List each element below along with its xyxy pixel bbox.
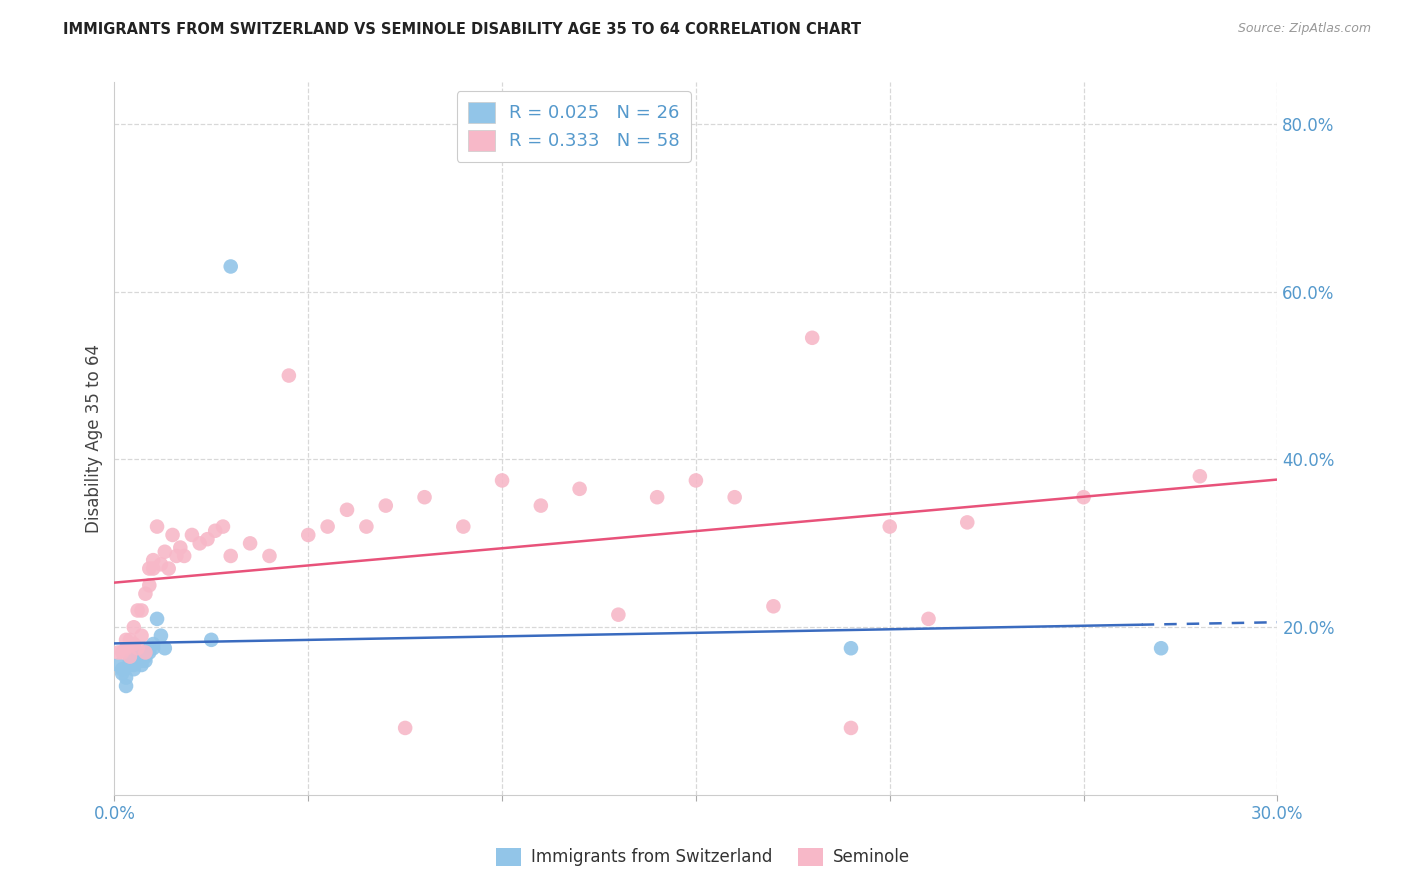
Point <box>146 612 169 626</box>
Point <box>188 536 211 550</box>
Point <box>122 637 145 651</box>
Point <box>127 645 149 659</box>
Text: IMMIGRANTS FROM SWITZERLAND VS SEMINOLE DISABILITY AGE 35 TO 64 CORRELATION CHAR: IMMIGRANTS FROM SWITZERLAND VS SEMINOLE … <box>63 22 862 37</box>
Point <box>356 519 378 533</box>
Point <box>118 654 141 668</box>
Point <box>173 549 195 563</box>
Point <box>157 561 180 575</box>
Point <box>530 499 553 513</box>
Point <box>131 629 153 643</box>
Point <box>1073 490 1095 504</box>
Point <box>131 603 153 617</box>
Point <box>336 503 359 517</box>
Point <box>645 490 668 504</box>
Point <box>142 637 165 651</box>
Point <box>374 499 396 513</box>
Point <box>138 561 160 575</box>
Point <box>134 649 156 664</box>
Point <box>153 641 176 656</box>
Point <box>1188 469 1211 483</box>
Point <box>259 549 281 563</box>
Point <box>142 553 165 567</box>
Point <box>453 519 475 533</box>
Point <box>491 474 513 488</box>
Point <box>115 671 138 685</box>
Point <box>607 607 630 622</box>
Legend: Immigrants from Switzerland, Seminole: Immigrants from Switzerland, Seminole <box>488 839 918 875</box>
Legend: R = 0.025   N = 26, R = 0.333   N = 58: R = 0.025 N = 26, R = 0.333 N = 58 <box>457 91 690 161</box>
Point <box>138 641 160 656</box>
Point <box>165 549 187 563</box>
Point <box>118 658 141 673</box>
Point <box>115 641 138 656</box>
Y-axis label: Disability Age 35 to 64: Disability Age 35 to 64 <box>86 344 103 533</box>
Point <box>131 658 153 673</box>
Point <box>122 658 145 673</box>
Point <box>839 721 862 735</box>
Point <box>127 641 149 656</box>
Point <box>181 528 204 542</box>
Point <box>107 658 129 673</box>
Point <box>111 666 134 681</box>
Point <box>118 649 141 664</box>
Point <box>122 620 145 634</box>
Point <box>115 679 138 693</box>
Point <box>134 654 156 668</box>
Point <box>146 519 169 533</box>
Point <box>197 532 219 546</box>
Point <box>142 641 165 656</box>
Point <box>142 561 165 575</box>
Point <box>107 645 129 659</box>
Point <box>277 368 299 383</box>
Point <box>134 645 156 659</box>
Point <box>724 490 747 504</box>
Point <box>111 662 134 676</box>
Point <box>153 545 176 559</box>
Point <box>956 516 979 530</box>
Point <box>200 632 222 647</box>
Point <box>762 599 785 614</box>
Point <box>839 641 862 656</box>
Point <box>801 331 824 345</box>
Point <box>413 490 436 504</box>
Point <box>131 654 153 668</box>
Point <box>568 482 591 496</box>
Text: Source: ZipAtlas.com: Source: ZipAtlas.com <box>1237 22 1371 36</box>
Point <box>917 612 939 626</box>
Point <box>138 645 160 659</box>
Point <box>1150 641 1173 656</box>
Point <box>162 528 184 542</box>
Point <box>394 721 416 735</box>
Point <box>122 662 145 676</box>
Point <box>204 524 226 538</box>
Point <box>127 649 149 664</box>
Point <box>316 519 339 533</box>
Point <box>134 587 156 601</box>
Point <box>118 632 141 647</box>
Point <box>138 578 160 592</box>
Point <box>212 519 235 533</box>
Point <box>879 519 901 533</box>
Point <box>219 260 242 274</box>
Point <box>297 528 319 542</box>
Point <box>127 603 149 617</box>
Point <box>115 632 138 647</box>
Point <box>111 645 134 659</box>
Point <box>685 474 707 488</box>
Point <box>169 541 191 555</box>
Point <box>149 629 172 643</box>
Point <box>239 536 262 550</box>
Point <box>219 549 242 563</box>
Point <box>149 558 172 572</box>
